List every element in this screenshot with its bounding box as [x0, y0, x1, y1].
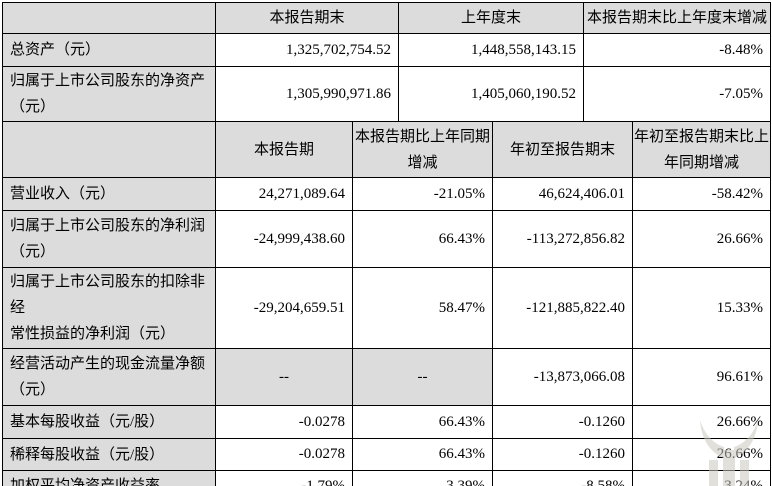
- value-cell: -24,999,438.60: [215, 210, 353, 268]
- table-row-operating-revenue: 营业收入（元） 24,271,089.64 -21.05% 46,624,406…: [2, 177, 771, 211]
- column-header-change-vs-same-period: 本报告期比上年同期 增减: [352, 121, 493, 178]
- value-cell: 3.24%: [632, 470, 771, 486]
- column-header-current-period: 本报告期: [215, 121, 353, 178]
- column-header-year-to-date: 年初至报告期末: [492, 121, 633, 178]
- value-cell: 58.47%: [352, 267, 493, 349]
- table-row-diluted-eps: 稀释每股收益（元/股） -0.0278 66.43% -0.1260 26.66…: [2, 438, 771, 471]
- row-label: 加权平均净资产收益率: [2, 470, 216, 486]
- table-row-net-profit-excl-nonrecurring: 归属于上市公司股东的扣除非经 常性损益的净利润（元） -29,204,659.5…: [2, 267, 771, 349]
- value-cell: 1,305,990,971.86: [215, 66, 399, 122]
- row-label: 经营活动产生的现金流量净额 （元）: [2, 348, 216, 406]
- column-header-ytd-change-vs-same-period: 年初至报告期末比上 年同期增减: [632, 121, 771, 178]
- row-label: 总资产（元）: [2, 33, 216, 67]
- value-cell: 1,448,558,143.15: [398, 33, 584, 67]
- value-cell: -8.58%: [492, 470, 633, 486]
- value-cell: 1,325,702,754.52: [215, 33, 399, 67]
- column-header-prior-year-end: 上年度末: [398, 2, 584, 34]
- value-cell: -1.79%: [215, 470, 353, 486]
- corner-cell: [2, 121, 216, 178]
- value-cell: -21.05%: [352, 177, 493, 211]
- row-label: 稀释每股收益（元/股）: [2, 438, 216, 471]
- row-label: 营业收入（元）: [2, 177, 216, 211]
- value-cell: -121,885,822.40: [492, 267, 633, 349]
- value-cell: 96.61%: [632, 348, 771, 406]
- table-row-net-assets: 归属于上市公司股东的净资产 （元） 1,305,990,971.86 1,405…: [2, 66, 771, 122]
- value-cell: -13,873,066.08: [492, 348, 633, 406]
- value-cell: 26.66%: [632, 438, 771, 471]
- value-cell: -8.48%: [583, 33, 771, 67]
- value-cell: -0.1260: [492, 438, 633, 471]
- table-header-row: 本报告期 本报告期比上年同期 增减 年初至报告期末 年初至报告期末比上 年同期增…: [2, 121, 771, 178]
- value-cell: -113,272,856.82: [492, 210, 633, 268]
- column-header-current-period-end: 本报告期末: [215, 2, 399, 34]
- corner-cell: [2, 2, 216, 34]
- row-label: 归属于上市公司股东的扣除非经 常性损益的净利润（元）: [2, 267, 216, 349]
- value-cell: 66.43%: [352, 405, 493, 439]
- row-label: 归属于上市公司股东的净资产 （元）: [2, 66, 216, 122]
- table-row-weighted-avg-roe: 加权平均净资产收益率 -1.79% 3.39% -8.58% 3.24%: [2, 470, 771, 486]
- value-cell: 26.66%: [632, 210, 771, 268]
- table-row-operating-cash-flow: 经营活动产生的现金流量净额 （元） -- -- -13,873,066.08 9…: [2, 348, 771, 406]
- row-label: 归属于上市公司股东的净利润 （元）: [2, 210, 216, 268]
- value-cell: -58.42%: [632, 177, 771, 211]
- table-row-basic-eps: 基本每股收益（元/股） -0.0278 66.43% -0.1260 26.66…: [2, 405, 771, 439]
- table-header-row: 本报告期末 上年度末 本报告期末比上年度末增减: [2, 2, 771, 34]
- value-cell: 66.43%: [352, 210, 493, 268]
- value-cell: 26.66%: [632, 405, 771, 439]
- value-cell: 3.39%: [352, 470, 493, 486]
- value-cell: 1,405,060,190.52: [398, 66, 584, 122]
- value-cell: -29,204,659.51: [215, 267, 353, 349]
- value-cell: -0.0278: [215, 438, 353, 471]
- value-cell: -0.1260: [492, 405, 633, 439]
- value-cell: 24,271,089.64: [215, 177, 353, 211]
- table-row-total-assets: 总资产（元） 1,325,702,754.52 1,448,558,143.15…: [2, 33, 771, 67]
- value-cell-na: --: [352, 348, 493, 406]
- value-cell: 66.43%: [352, 438, 493, 471]
- table-row-net-profit: 归属于上市公司股东的净利润 （元） -24,999,438.60 66.43% …: [2, 210, 771, 268]
- value-cell: -7.05%: [583, 66, 771, 122]
- period-end-summary-table: 本报告期末 上年度末 本报告期末比上年度末增减 总资产（元） 1,325,702…: [2, 2, 771, 122]
- value-cell: 15.33%: [632, 267, 771, 349]
- value-cell-na: --: [215, 348, 353, 406]
- reporting-period-summary-table: 本报告期 本报告期比上年同期 增减 年初至报告期末 年初至报告期末比上 年同期增…: [2, 121, 771, 486]
- value-cell: -0.0278: [215, 405, 353, 439]
- column-header-change-vs-prior-year-end: 本报告期末比上年度末增减: [583, 2, 771, 34]
- value-cell: 46,624,406.01: [492, 177, 633, 211]
- row-label: 基本每股收益（元/股）: [2, 405, 216, 439]
